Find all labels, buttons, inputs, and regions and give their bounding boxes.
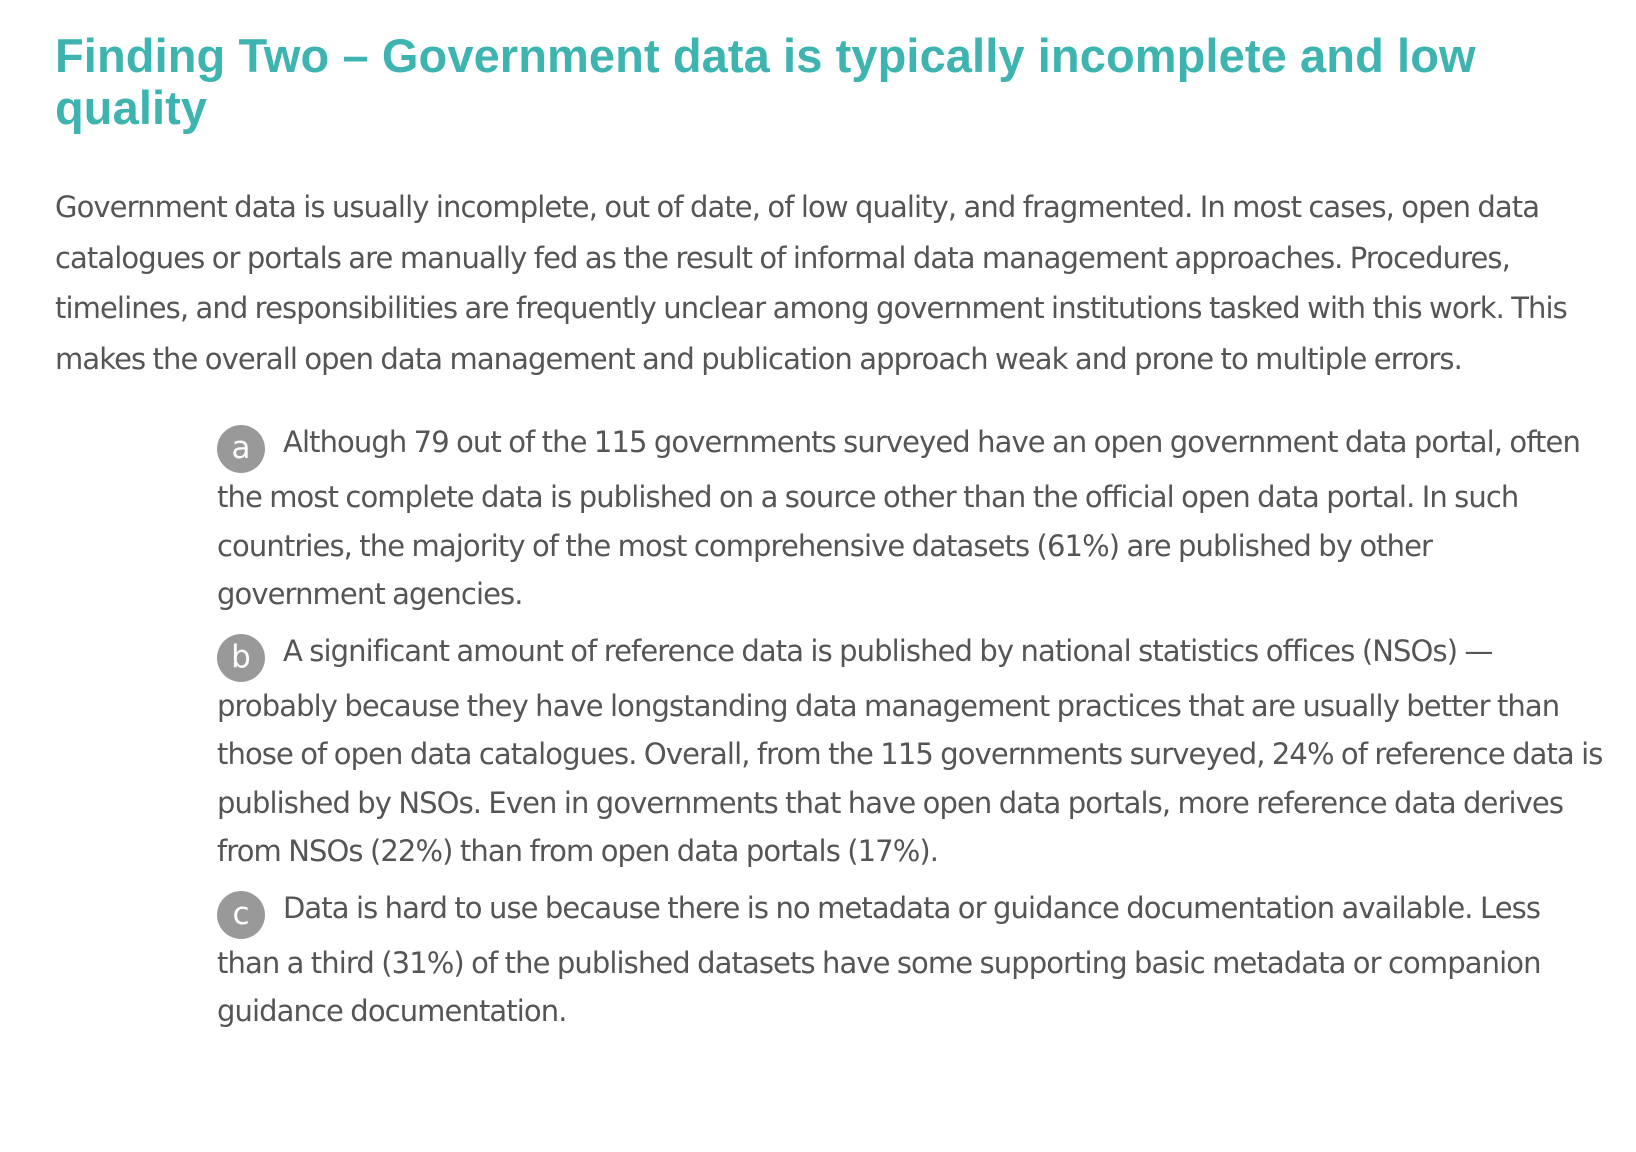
intro-paragraph: Government data is usually incomplete, o… bbox=[55, 190, 1568, 376]
finding-item-c: c Data is hard to use because there is no… bbox=[217, 884, 1607, 1036]
finding-text: Although 79 out of the 115 governments s… bbox=[217, 425, 1581, 611]
finding-text: Data is hard to use because there is no … bbox=[217, 890, 1541, 1029]
section-heading: Finding Two – Government data is typical… bbox=[55, 29, 1476, 134]
findings-list: a Although 79 out of the 115 governments … bbox=[217, 418, 1607, 1036]
finding-marker-badge: a bbox=[217, 425, 265, 473]
finding-marker-badge: c bbox=[217, 890, 265, 939]
finding-item-a: a Although 79 out of the 115 governments … bbox=[217, 418, 1607, 619]
finding-marker-badge: b bbox=[217, 633, 265, 682]
finding-text: A significant amount of reference data i… bbox=[217, 633, 1603, 869]
document-page: Finding Two – Government data is typical… bbox=[55, 29, 1603, 1044]
